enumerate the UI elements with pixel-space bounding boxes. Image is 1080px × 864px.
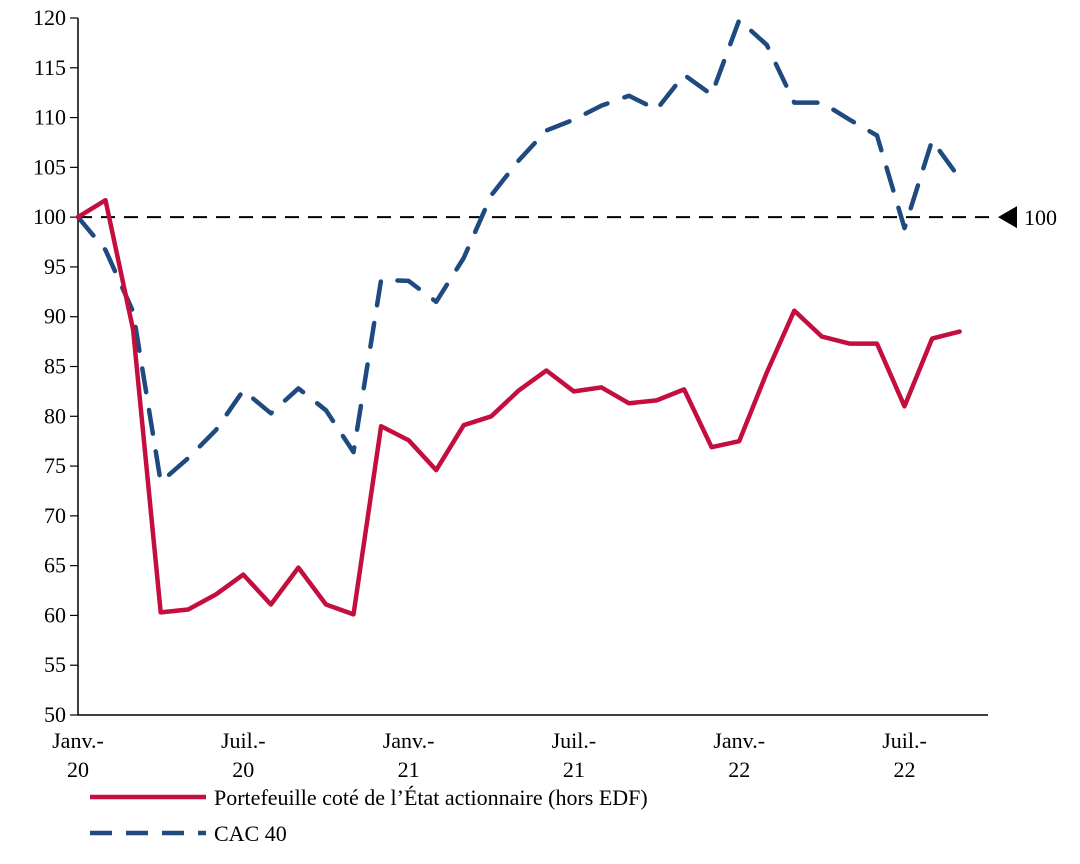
series-line-cac40 [75, 17, 962, 485]
y-tick-label: 90 [44, 304, 66, 329]
x-tick-label: Juil.- [221, 728, 266, 753]
series-lines [75, 17, 962, 617]
x-tick-label: Janv.- [52, 728, 104, 753]
x-tick-label: Janv.- [713, 728, 765, 753]
x-tick-label: 22 [728, 757, 750, 782]
x-tick-label: 20 [67, 757, 89, 782]
y-axis: 50 55 60 65 70 75 80 85 90 95 100 105 110 115 120 [33, 5, 79, 727]
y-tick-label: 120 [33, 5, 66, 30]
y-tick-label: 60 [44, 602, 66, 627]
y-tick-label: 85 [44, 354, 66, 379]
y-tick-label: 100 [33, 204, 66, 229]
y-tick-label: 95 [44, 254, 66, 279]
legend-label-cac40: CAC 40 [214, 821, 287, 846]
y-tick-label: 75 [44, 453, 66, 478]
series-line-portefeuille [75, 197, 962, 617]
y-tick-label: 80 [44, 403, 66, 428]
y-tick-label: 115 [34, 55, 66, 80]
y-tick-label: 65 [44, 553, 66, 578]
legend-label-portefeuille: Portefeuille coté de l’État actionnaire … [214, 785, 648, 810]
x-tick-label: 20 [232, 757, 254, 782]
x-tick-label: 21 [398, 757, 420, 782]
legend: Portefeuille coté de l’État actionnaire … [90, 785, 648, 846]
y-tick-label: 55 [44, 652, 66, 677]
x-tick-label: 22 [894, 757, 916, 782]
y-tick-label: 70 [44, 503, 66, 528]
y-tick-label: 110 [34, 105, 66, 130]
triangle-marker-icon [998, 206, 1017, 229]
x-tick-label: Juil.- [882, 728, 927, 753]
y-tick-label: 105 [33, 154, 66, 179]
y-tick-label: 50 [44, 702, 66, 727]
x-tick-label: 21 [563, 757, 585, 782]
x-axis: Janv.- 20 Juil.- 20 Janv.- 21 Juil.- 21 Janv.- 22… [52, 714, 988, 782]
x-tick-label: Juil.- [552, 728, 597, 753]
reference-line-100: 100 [78, 205, 1057, 230]
reference-label: 100 [1024, 205, 1057, 230]
x-tick-label: Janv.- [383, 728, 435, 753]
